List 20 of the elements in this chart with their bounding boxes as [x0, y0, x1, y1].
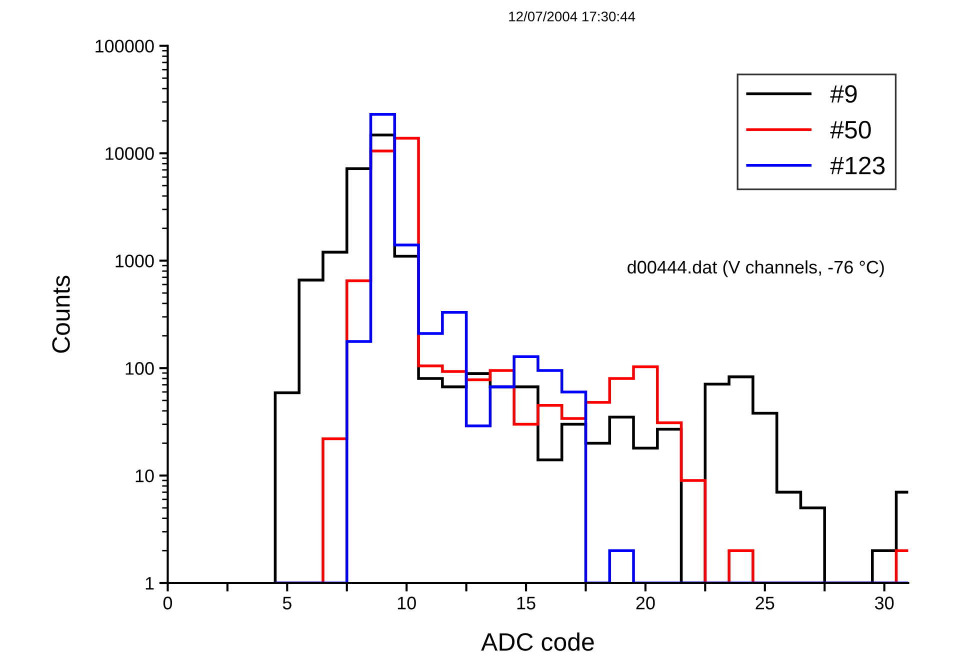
- x-tick-label: 5: [282, 596, 292, 610]
- y-tick-label: 100000: [96, 40, 154, 53]
- x-tick-label: 0: [163, 596, 172, 610]
- x-tick-label: 20: [636, 596, 655, 610]
- y-axis-title: Counts: [52, 276, 70, 353]
- annotation: d00444.dat (V channels, -76 °C): [628, 260, 884, 278]
- x-axis-title: ADC code: [481, 632, 594, 651]
- y-tick-label: 100: [126, 362, 154, 375]
- y-tick-label: 10000: [106, 147, 154, 160]
- x-tick-label: 30: [874, 596, 894, 610]
- legend-label: #50: [830, 120, 871, 139]
- x-tick-label: 25: [756, 596, 774, 610]
- legend-label: #123: [830, 156, 885, 174]
- x-tick-label: 15: [517, 596, 536, 610]
- legend-label: #9: [830, 85, 857, 103]
- text: 12/07/2004 17:30:44: [509, 11, 636, 22]
- y-tick-label: 10: [136, 469, 154, 482]
- y-tick-label: 1000: [116, 254, 154, 268]
- y-tick-label: 1: [146, 577, 154, 590]
- x-tick-label: 10: [398, 596, 416, 610]
